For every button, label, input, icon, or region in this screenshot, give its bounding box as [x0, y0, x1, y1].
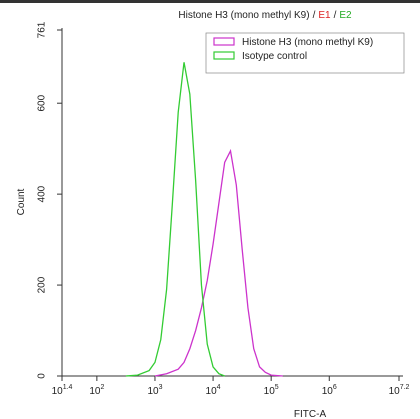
legend-swatch — [213, 51, 235, 60]
histogram-line — [125, 62, 225, 377]
x-axis-label: FITC-A — [294, 409, 327, 419]
x-tick-base: 10 — [52, 386, 64, 397]
x-tick-exp: 6 — [333, 384, 337, 391]
x-tick-exp: 7.2 — [400, 384, 410, 391]
x-tick-exp: 5 — [275, 384, 279, 391]
y-tick-label: 600 — [37, 94, 48, 111]
title-part: E1 — [318, 10, 331, 21]
x-tick-base: 10 — [264, 386, 276, 397]
y-tick-label: 761 — [37, 21, 48, 38]
y-tick-label: 200 — [37, 276, 48, 293]
frame-top — [0, 0, 420, 3]
legend-label: Isotype control — [242, 51, 307, 62]
x-tick-label: 106 — [322, 384, 337, 397]
x-tick-label: 101.4 — [52, 384, 73, 397]
x-tick-base: 10 — [89, 386, 101, 397]
x-tick-label: 103 — [147, 384, 162, 397]
title-part: E2 — [339, 10, 352, 21]
x-tick-base: 10 — [389, 386, 401, 397]
x-tick-exp: 1.4 — [63, 384, 73, 391]
chart-title: Histone H3 (mono methyl K9) / E1/E2 — [178, 10, 352, 21]
x-tick-exp: 2 — [100, 384, 104, 391]
legend-label: Histone H3 (mono methyl K9) — [242, 37, 373, 48]
title-part: Histone H3 (mono methyl K9) — [178, 10, 309, 21]
y-tick-label: 0 — [37, 373, 48, 379]
legend-swatch — [213, 37, 235, 46]
x-tick-exp: 4 — [217, 384, 221, 391]
x-tick-label: 105 — [264, 384, 279, 397]
title-part: / — [313, 10, 316, 21]
histogram-line — [154, 148, 283, 377]
legend-box — [205, 32, 405, 74]
title-part: / — [334, 10, 337, 21]
x-tick-exp: 3 — [159, 384, 163, 391]
y-tick-label: 400 — [37, 185, 48, 202]
x-tick-base: 10 — [147, 386, 159, 397]
y-axis-label: Count — [16, 188, 27, 215]
x-tick-label: 107.2 — [389, 384, 410, 397]
x-tick-label: 104 — [206, 384, 221, 397]
x-tick-base: 10 — [206, 386, 218, 397]
x-tick-label: 102 — [89, 384, 104, 397]
x-tick-base: 10 — [322, 386, 334, 397]
